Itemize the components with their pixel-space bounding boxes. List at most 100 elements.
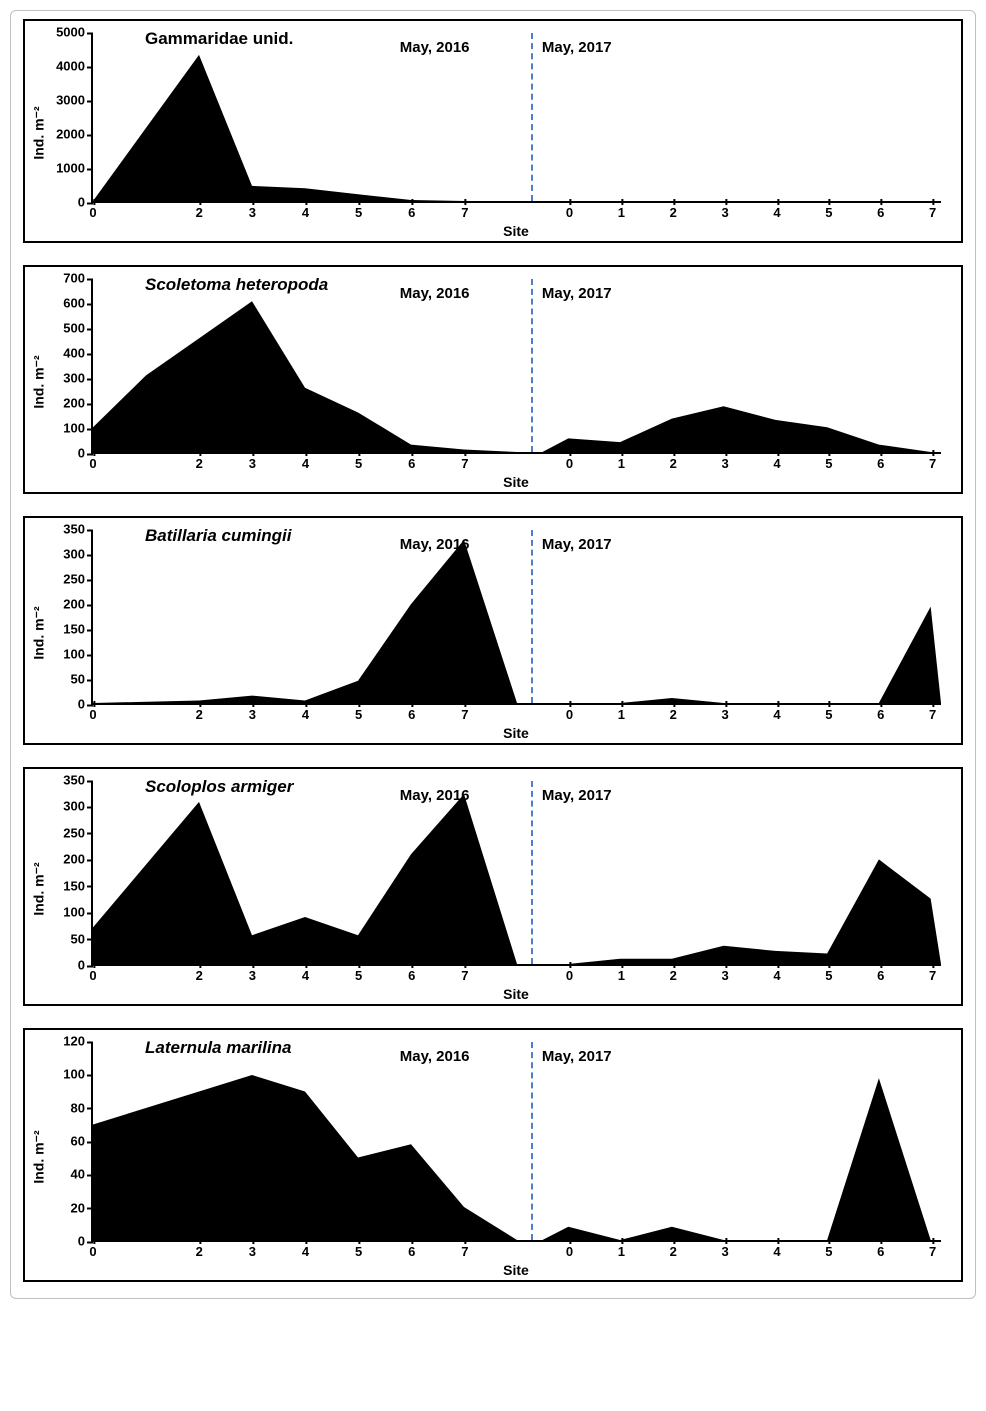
x-tick: 0 [566,968,573,983]
x-tick: 6 [877,205,884,220]
chart-panel-0: Gammaridae unid.May, 2016May, 2017Ind. m… [23,19,963,243]
x-tick: 4 [773,1244,780,1259]
x-tick: 4 [302,707,309,722]
y-tick: 150 [63,622,91,637]
y-tick: 300 [63,371,91,386]
y-tick: 100 [63,647,91,662]
x-tick: 6 [877,456,884,471]
x-tick: 7 [929,205,936,220]
x-tick: 2 [670,1244,677,1259]
y-tick: 50 [71,672,91,687]
x-tick: 1 [618,707,625,722]
chart-panel-1: Scoletoma heteropodaMay, 2016May, 2017In… [23,265,963,494]
x-tick: 5 [355,968,362,983]
y-axis-label: Ind. m⁻² [31,355,48,408]
y-axis-label: Ind. m⁻² [31,106,48,159]
x-tick: 4 [302,1244,309,1259]
chart-panel-2: Batillaria cumingiiMay, 2016May, 2017Ind… [23,516,963,745]
y-tick: 60 [71,1134,91,1149]
x-tick: 5 [355,707,362,722]
y-tick: 80 [71,1100,91,1115]
x-tick: 2 [196,205,203,220]
x-tick: 5 [355,205,362,220]
x-tick: 7 [929,707,936,722]
area-plot [93,530,941,703]
chart-panel-4: Laternula marilinaMay, 2016May, 2017Ind.… [23,1028,963,1282]
x-tick: 1 [618,1244,625,1259]
x-tick: 6 [408,1244,415,1259]
area-series-left [93,55,517,201]
x-tick: 3 [249,205,256,220]
plot-area: 010002000300040005000023456701234567 [91,33,941,203]
x-tick: 3 [721,707,728,722]
area-series-right [542,406,941,452]
x-tick: 4 [773,968,780,983]
area-series-left [93,1075,517,1240]
x-tick: 5 [825,968,832,983]
y-tick: 50 [71,931,91,946]
x-tick: 5 [825,456,832,471]
x-tick: 1 [618,456,625,471]
y-tick: 350 [63,522,91,537]
chart-panel-3: Scoloplos armigerMay, 2016May, 2017Ind. … [23,767,963,1006]
x-tick: 7 [461,456,468,471]
x-tick: 6 [877,707,884,722]
x-tick: 7 [461,205,468,220]
y-tick: 150 [63,878,91,893]
y-tick: 20 [71,1200,91,1215]
x-tick: 2 [196,456,203,471]
x-tick: 3 [249,1244,256,1259]
y-tick: 5000 [56,25,91,40]
y-tick: 40 [71,1167,91,1182]
x-tick: 0 [89,205,96,220]
area-series-left [93,301,517,452]
x-tick: 0 [89,456,96,471]
area-series-left [93,540,517,703]
x-tick: 4 [773,456,780,471]
area-plot [93,33,941,201]
x-tick: 5 [825,205,832,220]
x-tick: 3 [249,456,256,471]
y-axis-label: Ind. m⁻² [31,862,48,915]
area-plot [93,279,941,452]
x-tick: 6 [408,456,415,471]
x-tick: 7 [929,968,936,983]
y-tick: 200 [63,396,91,411]
x-axis-label: Site [91,968,941,1002]
x-tick: 0 [89,1244,96,1259]
x-tick: 7 [461,1244,468,1259]
x-axis-label: Site [91,1244,941,1278]
x-tick: 2 [196,707,203,722]
y-axis-label: Ind. m⁻² [31,1130,48,1183]
y-tick: 700 [63,271,91,286]
x-tick: 0 [89,968,96,983]
y-tick: 100 [63,905,91,920]
x-tick: 7 [929,1244,936,1259]
x-axis-label: Site [91,707,941,741]
area-series-left [93,794,517,964]
x-tick: 2 [670,968,677,983]
y-tick: 350 [63,773,91,788]
x-tick: 3 [249,968,256,983]
x-tick: 4 [773,205,780,220]
y-tick: 250 [63,825,91,840]
plot-area: 050100150200250300350023456701234567 [91,530,941,705]
y-tick: 3000 [56,93,91,108]
x-tick: 1 [618,968,625,983]
y-tick: 300 [63,547,91,562]
x-tick: 0 [566,707,573,722]
plot-area: 0100200300400500600700023456701234567 [91,279,941,454]
x-tick: 2 [196,1244,203,1259]
x-tick: 1 [618,205,625,220]
x-tick: 2 [670,707,677,722]
x-tick: 0 [566,1244,573,1259]
x-tick: 2 [196,968,203,983]
x-tick: 6 [877,968,884,983]
y-tick: 100 [63,1067,91,1082]
x-tick: 5 [825,1244,832,1259]
x-axis-label: Site [91,456,941,490]
x-tick: 4 [302,205,309,220]
y-tick: 200 [63,597,91,612]
y-tick: 120 [63,1034,91,1049]
x-tick: 6 [408,205,415,220]
